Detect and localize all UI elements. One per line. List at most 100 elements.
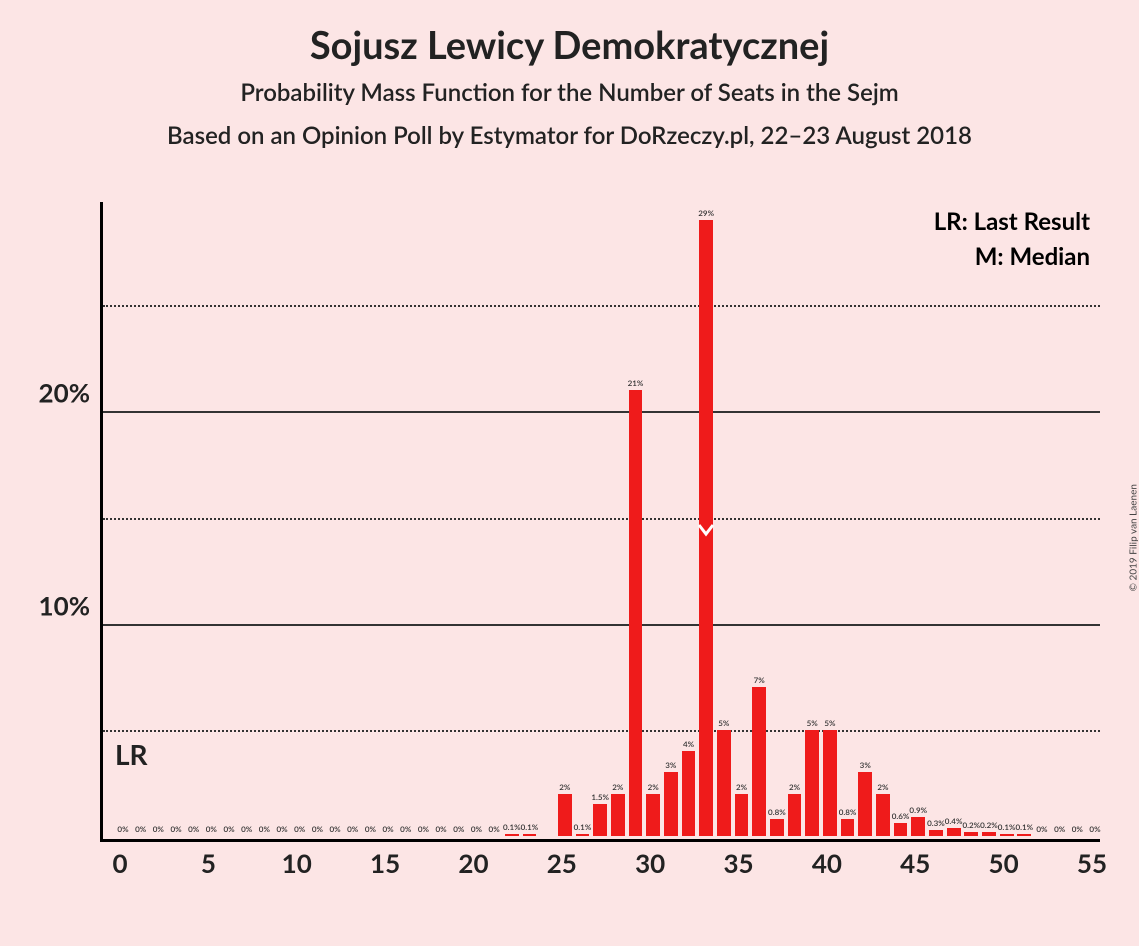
bar — [947, 828, 961, 836]
bar-value-label: 0.9% — [909, 805, 927, 815]
bar-value-label: 0% — [400, 824, 411, 834]
bar — [699, 220, 713, 836]
lr-marker-label: LR — [115, 737, 148, 771]
x-axis-tick-label: 45 — [900, 847, 930, 879]
bar-value-label: 0% — [453, 824, 464, 834]
bar — [523, 834, 537, 836]
chart-title: Sojusz Lewicy Demokratycznej — [0, 22, 1139, 68]
chart-subtitle-1: Probability Mass Function for the Number… — [0, 78, 1139, 107]
x-axis-tick-label: 30 — [635, 847, 665, 879]
bar-value-label: 3% — [665, 760, 676, 770]
bar-value-label: 2% — [612, 782, 623, 792]
x-axis-tick-label: 40 — [812, 847, 842, 879]
x-axis-tick-label: 5 — [201, 847, 216, 879]
bar — [1000, 834, 1014, 836]
bar — [505, 834, 519, 836]
bar-value-label: 2% — [648, 782, 659, 792]
x-axis-tick-label: 0 — [112, 847, 127, 879]
bar-value-label: 0% — [347, 824, 358, 834]
bar-value-label: 4% — [683, 739, 694, 749]
bar-value-label: 5% — [718, 718, 729, 728]
x-axis-tick-label: 20 — [458, 847, 488, 879]
bar-value-label: 0.2% — [962, 820, 980, 830]
bar — [788, 794, 802, 836]
bar-value-label: 0% — [223, 824, 234, 834]
bar — [964, 832, 978, 836]
bar-value-label: 0% — [259, 824, 270, 834]
bar-value-label: 0.8% — [768, 807, 786, 817]
bar-value-label: 0% — [1036, 824, 1047, 834]
x-axis-tick-label: 25 — [547, 847, 577, 879]
bar — [858, 772, 872, 836]
bar — [664, 772, 678, 836]
bar — [770, 819, 784, 836]
bar — [1017, 834, 1031, 836]
bar-value-label: 0.8% — [839, 807, 857, 817]
bar — [752, 687, 766, 836]
bar-value-label: 1.5% — [591, 792, 609, 802]
bar-value-label: 0.4% — [945, 816, 963, 826]
gridline — [103, 305, 1100, 307]
bar — [735, 794, 749, 836]
bar-value-label: 0% — [117, 824, 128, 834]
bar-value-label: 0% — [329, 824, 340, 834]
bar — [911, 817, 925, 836]
bar-value-label: 3% — [860, 760, 871, 770]
legend-lr: LR: Last Result — [934, 207, 1090, 236]
bar-value-label: 0% — [294, 824, 305, 834]
bar-value-label: 2% — [877, 782, 888, 792]
x-axis-tick-label: 50 — [989, 847, 1019, 879]
bar-value-label: 0.1% — [574, 822, 592, 832]
bar-value-label: 7% — [754, 675, 765, 685]
bar-value-label: 0% — [383, 824, 394, 834]
bar — [805, 730, 819, 836]
bar-value-label: 5% — [807, 718, 818, 728]
bar-value-label: 0.1% — [503, 822, 521, 832]
gridline — [103, 411, 1100, 413]
bar-value-label: 0% — [153, 824, 164, 834]
bar-value-label: 21% — [628, 378, 644, 388]
x-axis-tick-label: 35 — [723, 847, 753, 879]
bar-value-label: 0.1% — [998, 822, 1016, 832]
x-axis-tick-label: 55 — [1077, 847, 1107, 879]
bar — [929, 830, 943, 836]
bar-value-label: 0% — [1089, 824, 1100, 834]
gridline — [103, 730, 1100, 732]
chart-subtitle-2: Based on an Opinion Poll by Estymator fo… — [0, 121, 1139, 150]
bar-value-label: 0% — [365, 824, 376, 834]
bar-value-label: 0% — [312, 824, 323, 834]
y-axis-tick-label: 20% — [10, 377, 90, 452]
bar-value-label: 0.6% — [892, 811, 910, 821]
bar-value-label: 29% — [698, 208, 714, 218]
bar-value-label: 0.1% — [521, 822, 539, 832]
bar-value-label: 0% — [1072, 824, 1083, 834]
copyright-label: © 2019 Filip van Laenen — [1127, 484, 1139, 591]
chart-area: LR: Last Result M: Median 0% 0% 0% 0% 0% 0% 0%… — [100, 202, 1100, 902]
bar — [894, 823, 908, 836]
bar — [646, 794, 660, 836]
bar-value-label: 0.3% — [927, 818, 945, 828]
bar-value-label: 0% — [1054, 824, 1065, 834]
bar — [982, 832, 996, 836]
bar-value-label: 0% — [135, 824, 146, 834]
gridline — [103, 624, 1100, 626]
legend-median: M: Median — [934, 242, 1090, 271]
bar-value-label: 2% — [559, 782, 570, 792]
x-axis-tick-label: 15 — [370, 847, 400, 879]
bar-value-label: 2% — [789, 782, 800, 792]
bar — [593, 804, 607, 836]
y-axis-tick-label: 10% — [10, 589, 90, 664]
bar-value-label: 0.1% — [1015, 822, 1033, 832]
bar-value-label: 0% — [418, 824, 429, 834]
bar-value-label: 0.2% — [980, 820, 998, 830]
legend: LR: Last Result M: Median — [934, 207, 1090, 277]
bar — [558, 794, 572, 836]
bar-value-label: 0% — [436, 824, 447, 834]
bar — [841, 819, 855, 836]
bar-value-label: 0% — [188, 824, 199, 834]
plot-area: LR: Last Result M: Median 0% 0% 0% 0% 0% 0% 0%… — [100, 202, 1100, 842]
bar-value-label: 0% — [241, 824, 252, 834]
bar-value-label: 5% — [824, 718, 835, 728]
bar — [576, 834, 590, 836]
bar-value-label: 0% — [170, 824, 181, 834]
